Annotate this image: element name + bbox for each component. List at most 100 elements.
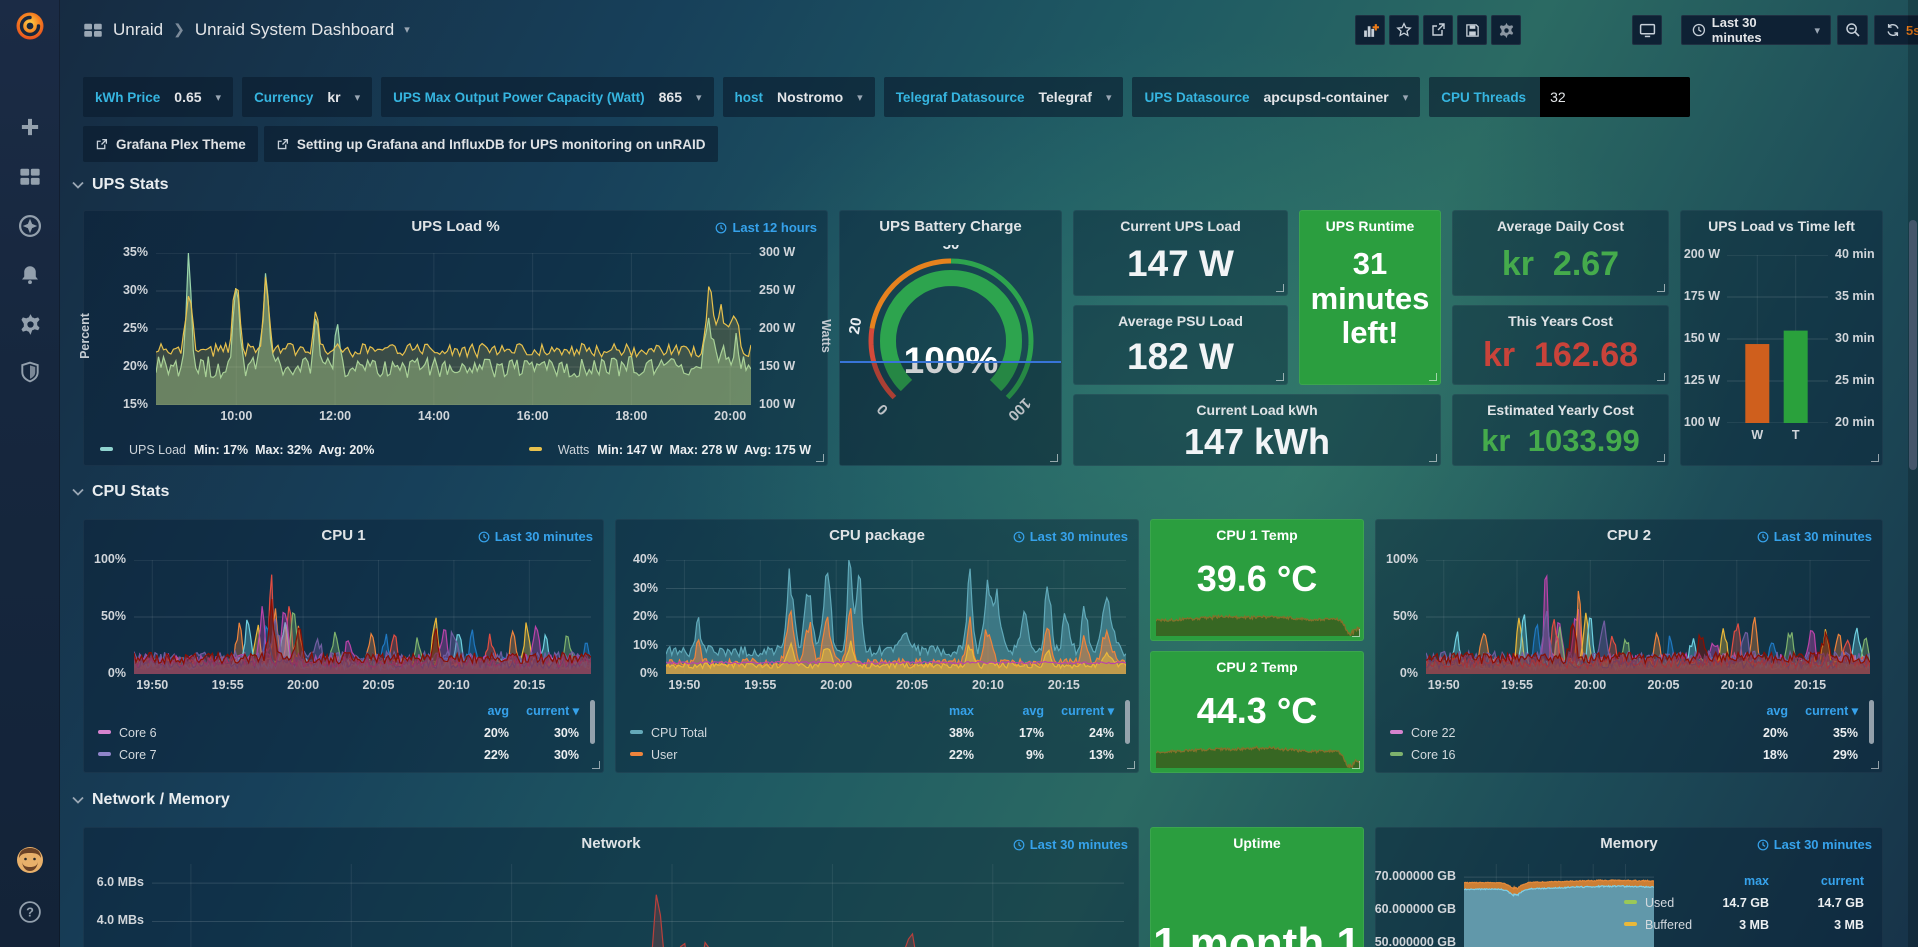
explore-compass-icon[interactable] [0,206,60,246]
grafana-logo[interactable] [0,6,60,46]
panel-time-badge[interactable]: Last 30 minutes [1757,837,1872,852]
dashboard-link-setting-up-grafana-and-influxd[interactable]: Setting up Grafana and InfluxDB for UPS … [263,126,718,162]
time-range-picker[interactable]: Last 30 minutes ▾ [1681,15,1831,45]
legend-row[interactable]: Core 6 20% 30% [98,722,579,744]
panel-time-badge[interactable]: Last 30 minutes [1013,837,1128,852]
cpu2-chart[interactable]: 100% 50% 0% 19:50 19:55 20:00 20:05 20:10 20:15 [1380,552,1880,694]
legend-column-avg[interactable]: avg [1022,704,1044,718]
legend-row[interactable]: Buffered 3 MB 3 MB [1624,914,1864,936]
legend-row[interactable]: Core 7 22% 30% [98,744,579,766]
legend-watts[interactable]: Watts Min: 147 W Max: 278 W Avg: 175 W [528,443,811,457]
panel-title[interactable]: UPS Load vs Time left [1708,218,1855,234]
legend-ups-load[interactable]: UPS Load Min: 17% Max: 32% Avg: 20% [100,443,374,457]
zoom-out-button[interactable] [1837,15,1868,45]
y-axis-tick-right: 300 W [759,245,796,259]
legend-cpu1[interactable]: avg current ▾ Core 6 20% 30% Core 7 22% 30% [98,700,579,766]
dashboard-link-grafana-plex-theme[interactable]: Grafana Plex Theme [83,126,258,162]
refresh-button[interactable]: 5s ▾ [1874,15,1918,45]
legend-column-current[interactable]: current ▾ [1805,704,1858,718]
y-axis-tick: 30% [122,283,148,297]
legend-row[interactable]: Used 14.7 GB 14.7 GB [1624,892,1864,914]
configuration-gear-icon[interactable] [0,304,60,344]
share-button[interactable] [1423,15,1453,45]
legend-row[interactable]: Core 16 18% 29% [1390,744,1858,766]
panel-title[interactable]: CPU package [829,527,925,544]
panel-title[interactable]: Uptime [1233,835,1281,851]
variable-host[interactable]: host Nostromo ▾ [722,77,875,117]
panel-title[interactable]: Average PSU Load [1118,313,1243,329]
server-admin-shield-icon[interactable] [0,352,60,392]
legend-column-avg[interactable]: avg [1766,704,1788,718]
ups-load-chart[interactable]: 35% 30% 25% 20% 15% 300 W 250 W 200 W 150 W 100 W… [98,245,815,425]
panel-title[interactable]: UPS Runtime [1325,218,1415,234]
save-button[interactable] [1457,15,1487,45]
alerting-bell-icon[interactable] [0,255,60,295]
legend-scrollbar[interactable] [590,700,595,744]
section-network-memory[interactable]: Network / Memory [72,791,230,809]
panel-time-badge[interactable]: Last 30 minutes [478,529,593,544]
panel-time-badge[interactable]: Last 30 minutes [1013,529,1128,544]
variable-ups-max-output-power-capacity-watt[interactable]: UPS Max Output Power Capacity (Watt) 865 ▾ [381,77,714,117]
panel-title[interactable]: Current Load kWh [1196,402,1318,418]
legend-column-max[interactable]: max [1743,874,1769,888]
memory-chart[interactable]: 70.000000 GB 60.000000 GB 50.000000 GB [1375,864,1880,947]
star-button[interactable] [1389,15,1419,45]
legend-memory[interactable]: max current Used 14.7 GB 14.7 GB Buffered 3 MB… [1624,870,1864,936]
x-axis-tick: 20:10 [1720,678,1753,692]
battery-gauge[interactable]: 02050100100% [846,236,1057,424]
page-scrollbar-thumb[interactable] [1909,220,1917,470]
legend-row[interactable]: User 22% 9% 13% [630,744,1114,766]
help-icon[interactable]: ? [0,892,60,932]
legend-row[interactable]: CPU Total 38% 17% 24% [630,722,1114,744]
panel-title[interactable]: Memory [1600,835,1658,852]
legend-scrollbar[interactable] [1125,700,1130,744]
apps-grid-icon[interactable] [83,20,103,40]
panel-title[interactable]: This Years Cost [1508,313,1613,329]
panel-title[interactable]: CPU 2 [1606,527,1652,544]
cpu1-chart[interactable]: 100% 50% 0% 19:50 19:55 20:00 20:05 20:10 20:15 [88,552,601,694]
create-icon[interactable] [0,107,60,147]
panel-title[interactable]: Estimated Yearly Cost [1487,402,1634,418]
svg-text:100%: 100% [904,340,999,381]
variable-kwh-price[interactable]: kWh Price 0.65 ▾ [83,77,234,117]
panel-title[interactable]: Network [581,835,641,852]
dashboard-caret-icon[interactable]: ▾ [404,24,410,36]
panel-title[interactable]: UPS Battery Charge [879,218,1022,235]
variable-input[interactable]: 32 [1540,77,1691,117]
page-scrollbar[interactable] [1908,0,1918,947]
cpu-package-chart[interactable]: 40% 30% 20% 10% 0% 19:50 19:55 20:00 20:05 20:10 2… [620,552,1136,694]
variable-telegraf-datasource[interactable]: Telegraf Datasource Telegraf ▾ [883,77,1124,117]
panel-title[interactable]: CPU 1 Temp [1216,527,1298,543]
legend-column-current[interactable]: current [1820,874,1864,888]
section-ups-stats[interactable]: UPS Stats [72,176,168,194]
panel-title[interactable]: CPU 1 [321,527,366,544]
panel-time-badge[interactable]: Last 12 hours [715,220,817,235]
dashboard-settings-button[interactable] [1491,15,1521,45]
legend-column-current[interactable]: current ▾ [526,704,579,718]
legend-row[interactable]: Core 22 20% 35% [1390,722,1858,744]
panel-title[interactable]: UPS Load % [411,218,500,235]
legend-column-current[interactable]: current ▾ [1061,704,1114,718]
breadcrumb-folder[interactable]: Unraid [113,19,164,39]
panel-title[interactable]: CPU 2 Temp [1216,659,1298,675]
panel-title[interactable]: Average Daily Cost [1496,218,1625,234]
legend-cpu2[interactable]: avg current ▾ Core 22 20% 35% Core 16 18% 29% [1390,700,1858,766]
variable-currency[interactable]: Currency kr ▾ [242,77,373,117]
legend-column-max[interactable]: max [948,704,974,718]
variable-cpu-threads[interactable]: CPU Threads 32 [1429,77,1691,117]
variable-ups-datasource[interactable]: UPS Datasource apcupsd-container ▾ [1132,77,1421,117]
dashboards-icon[interactable] [0,157,60,197]
add-panel-button[interactable] [1355,15,1385,45]
cycle-view-button[interactable] [1632,15,1662,45]
legend-column-avg[interactable]: avg [487,704,509,718]
legend-cpu-package[interactable]: max avg current ▾ CPU Total 38% 17% 24% User 22%… [630,700,1114,766]
panel-title[interactable]: Current UPS Load [1120,218,1241,234]
ups-bar-chart[interactable]: W T 200 W 175 W 150 W 125 W 100 W 40 min 35 min 3… [1681,247,1884,459]
user-avatar[interactable] [0,840,60,880]
y-axis-tick: 40% [632,552,658,566]
panel-time-badge[interactable]: Last 30 minutes [1757,529,1872,544]
dashboard-title[interactable]: Unraid System Dashboard [194,19,395,39]
section-cpu-stats[interactable]: CPU Stats [72,483,169,501]
legend-scrollbar[interactable] [1869,700,1874,744]
